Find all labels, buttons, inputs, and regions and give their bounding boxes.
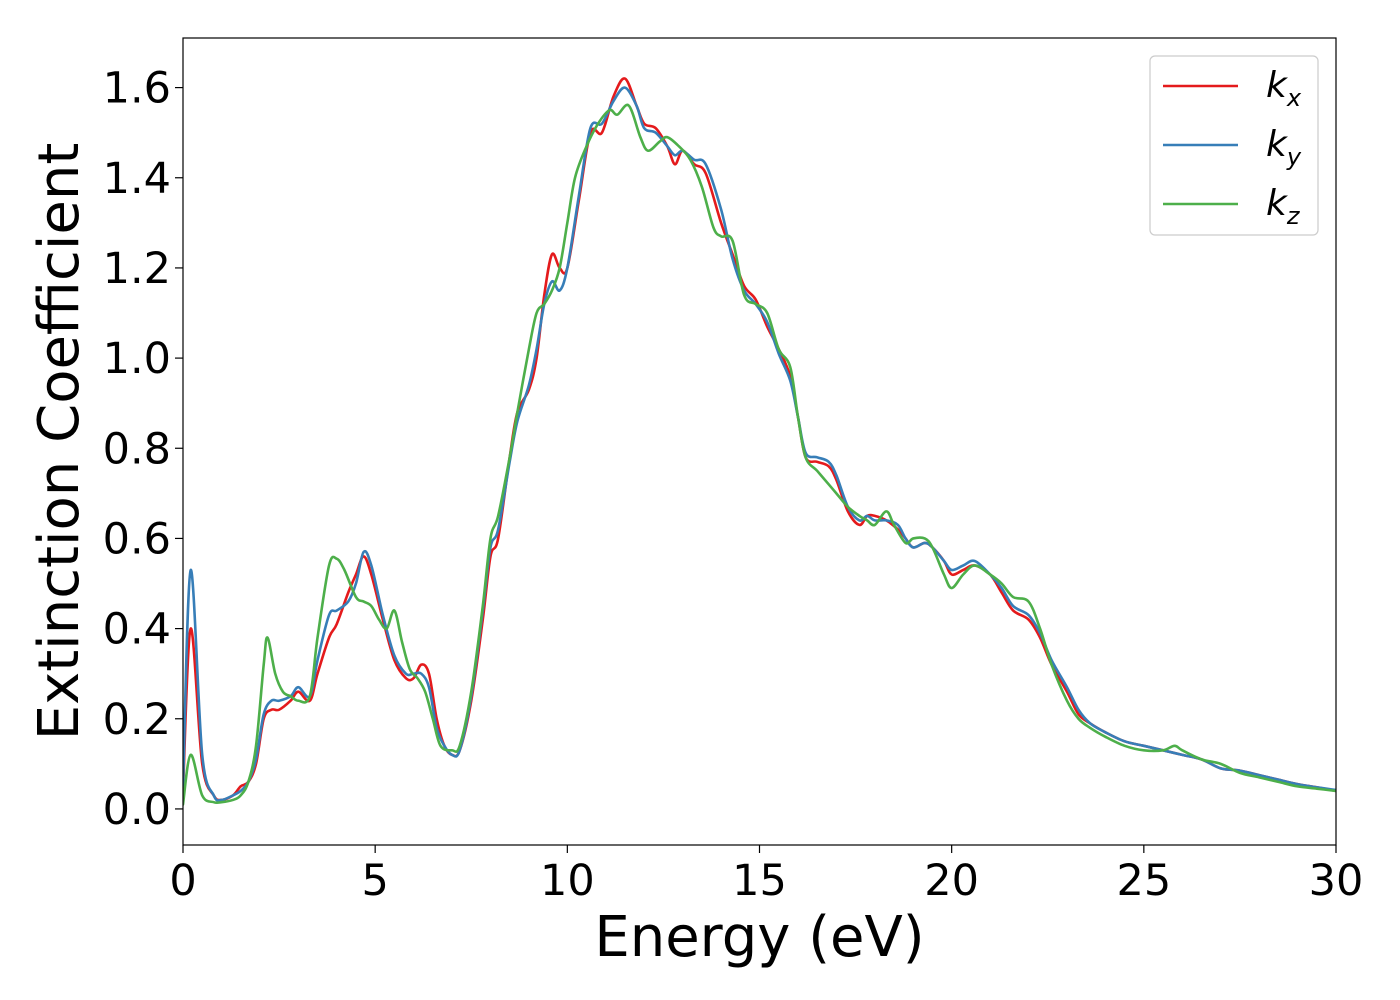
y-tick-label: 0.4 bbox=[103, 605, 171, 655]
legend-label-ky: ky bbox=[1266, 124, 1302, 171]
legend: kx ky kz bbox=[1149, 55, 1319, 236]
x-tick-label: 20 bbox=[924, 856, 979, 906]
y-tick-label: 1.0 bbox=[103, 334, 171, 384]
y-tick-label: 0.2 bbox=[103, 695, 171, 745]
x-tick-label: 10 bbox=[540, 856, 595, 906]
y-tick-label: 0.8 bbox=[103, 424, 171, 474]
x-tick-label: 25 bbox=[1116, 856, 1171, 906]
y-tick-label: 1.2 bbox=[103, 244, 171, 294]
y-tick-label: 0.0 bbox=[103, 785, 171, 835]
x-tick-label: 0 bbox=[169, 856, 196, 906]
x-tick-label: 15 bbox=[732, 856, 787, 906]
legend-label-kx: kx bbox=[1266, 65, 1302, 112]
series-line-kz bbox=[183, 103, 1336, 806]
legend-label-kz: kz bbox=[1266, 183, 1301, 230]
x-axis-ticks: 0 5 10 15 20 25 30 bbox=[169, 845, 1363, 906]
y-axis-ticks: 0.0 0.2 0.4 0.6 0.8 1.0 1.2 1.4 1.6 bbox=[103, 64, 183, 835]
series-line-kx bbox=[183, 77, 1336, 802]
x-axis-label: Energy (eV) bbox=[594, 905, 924, 970]
y-tick-label: 1.4 bbox=[103, 154, 171, 204]
series-line-ky bbox=[183, 86, 1336, 802]
y-axis-label: Extinction Coefficient bbox=[27, 143, 92, 741]
x-tick-label: 30 bbox=[1309, 856, 1364, 906]
y-tick-label: 1.6 bbox=[103, 64, 171, 114]
y-tick-label: 0.6 bbox=[103, 514, 171, 564]
plot-lines bbox=[183, 77, 1336, 806]
x-tick-label: 5 bbox=[361, 856, 388, 906]
